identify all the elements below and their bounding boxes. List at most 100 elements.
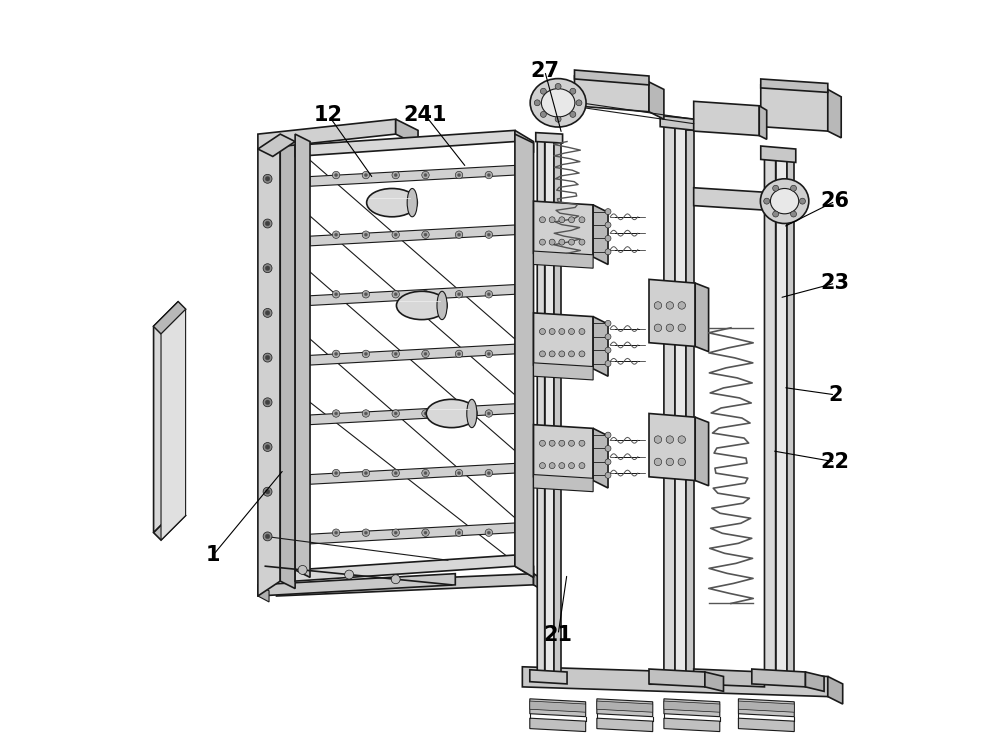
Circle shape [392, 171, 399, 179]
Circle shape [362, 171, 370, 179]
Polygon shape [593, 317, 608, 376]
Circle shape [265, 266, 270, 270]
Circle shape [579, 239, 585, 245]
Circle shape [424, 293, 427, 296]
Circle shape [394, 412, 397, 415]
Ellipse shape [437, 291, 447, 320]
Polygon shape [764, 153, 776, 678]
Polygon shape [664, 123, 675, 678]
Circle shape [362, 350, 370, 358]
Polygon shape [649, 669, 705, 687]
Polygon shape [694, 188, 764, 210]
Circle shape [570, 88, 576, 94]
Circle shape [678, 302, 686, 309]
Circle shape [335, 293, 338, 296]
Text: 23: 23 [821, 273, 850, 293]
Ellipse shape [407, 188, 417, 217]
Text: 27: 27 [530, 61, 559, 80]
Circle shape [394, 472, 397, 475]
Circle shape [392, 291, 399, 298]
Circle shape [424, 412, 427, 415]
Polygon shape [310, 463, 515, 484]
Polygon shape [597, 701, 653, 712]
Polygon shape [534, 475, 593, 492]
Ellipse shape [760, 179, 809, 223]
Polygon shape [310, 225, 515, 246]
Circle shape [654, 302, 662, 309]
Circle shape [579, 217, 585, 223]
Circle shape [559, 440, 565, 446]
Circle shape [362, 529, 370, 536]
Polygon shape [530, 670, 567, 684]
Circle shape [485, 350, 493, 358]
Polygon shape [280, 134, 295, 589]
Circle shape [392, 469, 399, 477]
Text: 12: 12 [314, 106, 343, 125]
Circle shape [364, 472, 367, 475]
Circle shape [362, 231, 370, 238]
Polygon shape [396, 119, 418, 145]
Circle shape [605, 249, 611, 255]
Circle shape [654, 324, 662, 332]
Circle shape [569, 329, 574, 335]
Circle shape [569, 440, 574, 446]
Circle shape [540, 112, 546, 118]
Polygon shape [310, 404, 515, 425]
Polygon shape [694, 101, 759, 136]
Circle shape [332, 291, 340, 298]
Circle shape [605, 432, 611, 438]
Circle shape [654, 436, 662, 443]
Circle shape [263, 487, 272, 496]
Circle shape [335, 531, 338, 534]
Polygon shape [593, 428, 608, 488]
Circle shape [265, 177, 270, 181]
Circle shape [364, 412, 367, 415]
Circle shape [764, 198, 770, 204]
Polygon shape [515, 134, 534, 577]
Circle shape [394, 293, 397, 296]
Circle shape [455, 171, 463, 179]
Circle shape [576, 100, 582, 106]
Circle shape [605, 459, 611, 465]
Polygon shape [776, 158, 787, 678]
Polygon shape [534, 425, 593, 481]
Circle shape [263, 398, 272, 407]
Circle shape [392, 231, 399, 238]
Circle shape [549, 440, 555, 446]
Circle shape [559, 239, 565, 245]
Circle shape [394, 352, 397, 355]
Circle shape [335, 174, 338, 177]
Polygon shape [310, 523, 515, 544]
Circle shape [422, 291, 429, 298]
Polygon shape [805, 672, 824, 691]
Circle shape [332, 410, 340, 417]
Circle shape [549, 463, 555, 469]
Circle shape [605, 320, 611, 326]
Circle shape [455, 291, 463, 298]
Circle shape [549, 239, 555, 245]
Circle shape [422, 231, 429, 238]
Circle shape [569, 217, 574, 223]
Ellipse shape [467, 399, 477, 428]
Circle shape [579, 440, 585, 446]
Circle shape [605, 334, 611, 340]
Circle shape [579, 351, 585, 357]
Circle shape [569, 239, 574, 245]
Circle shape [392, 350, 399, 358]
Polygon shape [295, 130, 515, 156]
Circle shape [555, 116, 561, 122]
Circle shape [332, 231, 340, 238]
Polygon shape [534, 251, 593, 268]
Circle shape [605, 361, 611, 367]
Circle shape [458, 174, 461, 177]
Circle shape [265, 445, 270, 449]
Circle shape [605, 235, 611, 241]
Circle shape [424, 233, 427, 236]
Circle shape [364, 352, 367, 355]
Polygon shape [530, 701, 586, 712]
Polygon shape [664, 718, 720, 732]
Circle shape [455, 410, 463, 417]
Ellipse shape [770, 188, 799, 214]
Polygon shape [695, 417, 709, 486]
Polygon shape [675, 128, 686, 678]
